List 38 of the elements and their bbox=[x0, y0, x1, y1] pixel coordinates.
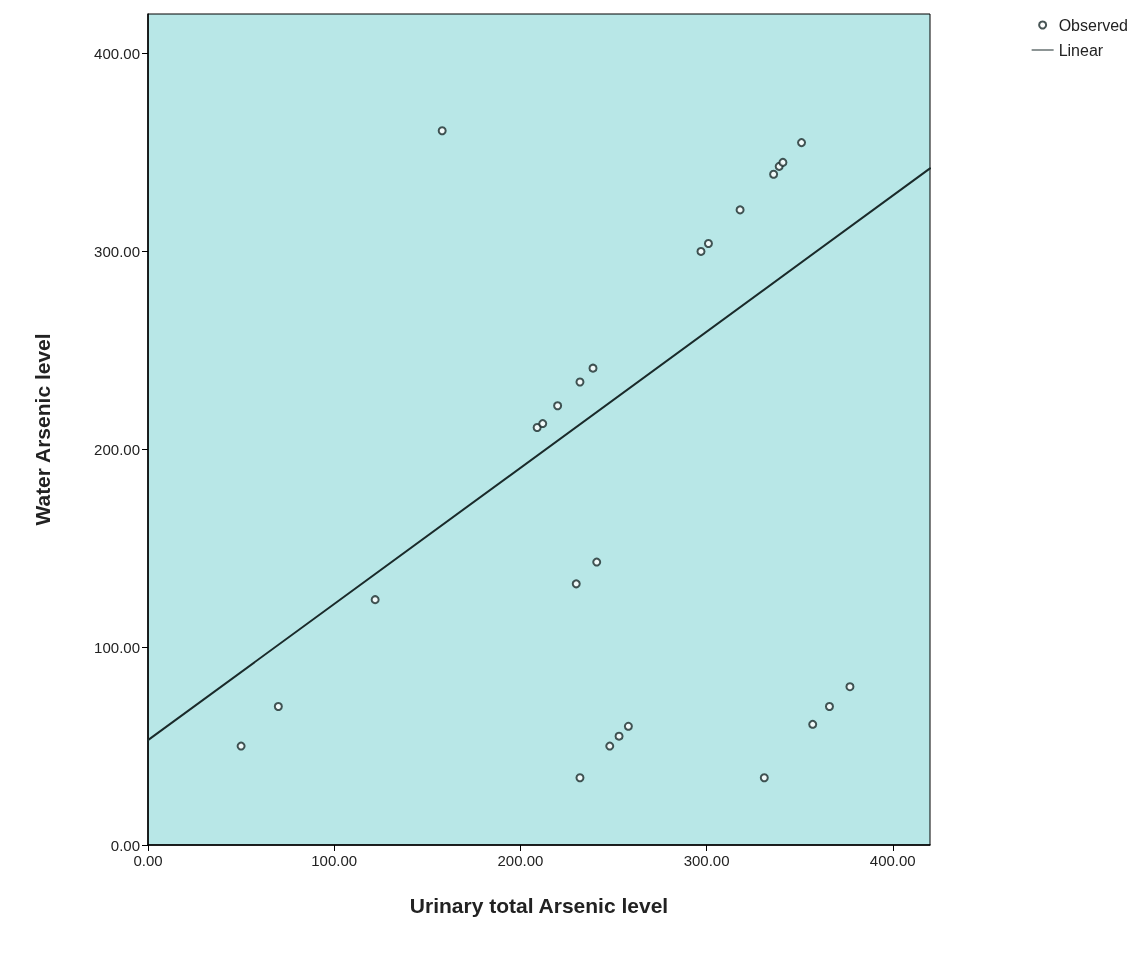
point bbox=[575, 377, 585, 387]
y-tick-label: 200.00 bbox=[94, 440, 140, 458]
point bbox=[538, 419, 548, 429]
point bbox=[808, 719, 818, 729]
point bbox=[845, 682, 855, 692]
point bbox=[605, 741, 615, 751]
point bbox=[588, 363, 598, 373]
point bbox=[759, 773, 769, 783]
y-tick-label: 400.00 bbox=[94, 45, 140, 63]
point bbox=[778, 157, 788, 167]
point bbox=[769, 169, 779, 179]
y-tick-label: 0.00 bbox=[110, 836, 140, 854]
x-tick-label: 300.00 bbox=[683, 852, 730, 869]
point bbox=[797, 138, 807, 148]
point bbox=[696, 246, 706, 256]
point bbox=[571, 579, 581, 589]
point bbox=[824, 702, 834, 711]
legend-label: Linear bbox=[1058, 41, 1104, 59]
point bbox=[623, 721, 633, 731]
x-tick-label: 100.00 bbox=[311, 852, 358, 869]
x-tick-label: 400.00 bbox=[869, 852, 916, 869]
point bbox=[370, 595, 380, 605]
legend-label: Observed bbox=[1058, 16, 1129, 34]
x-tick-label: 200.00 bbox=[497, 852, 544, 869]
point bbox=[614, 731, 624, 741]
y-axis-title: Water Arsenic level bbox=[31, 333, 54, 526]
x-axis-title: Urinary total Arsenic level bbox=[409, 894, 669, 917]
point bbox=[236, 741, 246, 751]
point bbox=[273, 702, 283, 711]
point bbox=[575, 773, 585, 783]
point bbox=[437, 126, 447, 136]
point bbox=[735, 205, 745, 215]
point bbox=[592, 557, 602, 567]
y-tick-label: 300.00 bbox=[94, 242, 140, 260]
x-tick-label: 0.00 bbox=[133, 852, 163, 869]
point bbox=[703, 239, 713, 249]
y-tick-label: 100.00 bbox=[94, 638, 140, 656]
point bbox=[553, 401, 563, 411]
